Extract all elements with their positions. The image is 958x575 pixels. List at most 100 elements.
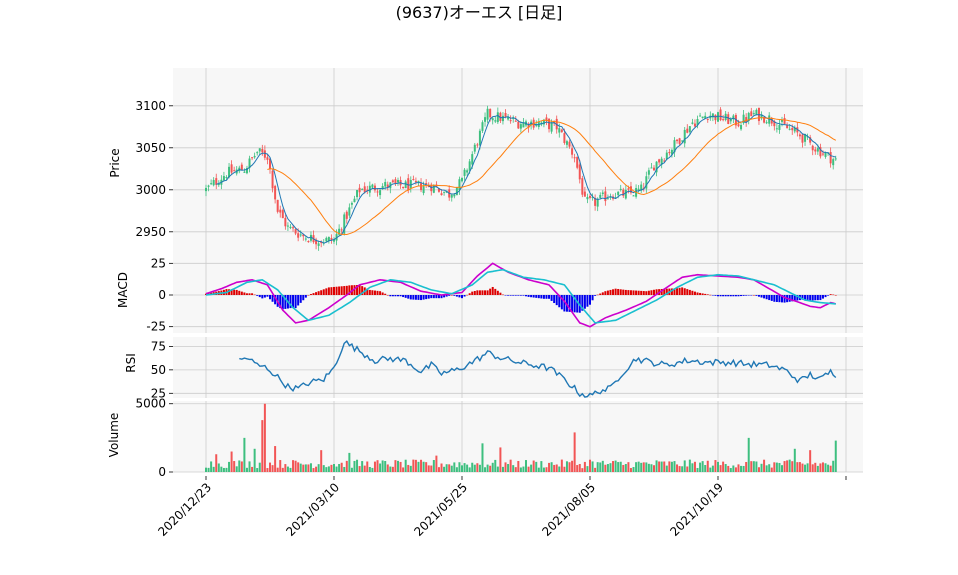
volume-bar xyxy=(463,463,466,472)
volume-bar xyxy=(435,455,438,472)
candle-body xyxy=(476,144,479,146)
candle-body xyxy=(653,167,655,171)
candle-body xyxy=(289,226,292,229)
volume-bar xyxy=(363,465,366,472)
volume-bar xyxy=(307,464,310,472)
volume-bar xyxy=(596,462,599,472)
volume-bar xyxy=(489,465,492,472)
macd-histogram-bar xyxy=(389,295,392,297)
volume-bar xyxy=(545,467,548,472)
macd-histogram-bar xyxy=(368,289,371,295)
macd-histogram-bar xyxy=(655,289,658,295)
candle-body xyxy=(240,164,243,171)
candle-body xyxy=(412,178,415,180)
macd-histogram-bar xyxy=(768,295,771,301)
candle-body xyxy=(368,185,371,193)
candle-body xyxy=(228,166,231,178)
candle-body xyxy=(215,178,218,185)
candle-body xyxy=(773,120,776,127)
candle-body xyxy=(732,115,735,120)
macd-histogram-bar xyxy=(455,295,458,297)
macd-histogram-bar xyxy=(801,295,804,300)
volume-bar xyxy=(386,464,389,472)
volume-bar xyxy=(565,461,568,472)
candle-body xyxy=(222,176,225,181)
volume-bar xyxy=(286,466,289,472)
candle-body xyxy=(727,114,730,124)
macd-histogram-bar xyxy=(640,290,643,295)
macd-histogram-bar xyxy=(632,290,635,295)
volume-bar xyxy=(706,460,709,472)
candle-body xyxy=(832,159,835,166)
candle-body xyxy=(811,145,814,151)
candle-body xyxy=(286,225,289,227)
macd-histogram-bar xyxy=(581,295,584,311)
candle-body xyxy=(742,114,745,124)
macd-histogram-bar xyxy=(619,289,622,295)
macd-histogram-bar xyxy=(517,295,520,296)
candle-body xyxy=(717,112,719,122)
macd-histogram-bar xyxy=(704,293,707,295)
macd-histogram-bar xyxy=(284,295,287,309)
candle-body xyxy=(348,207,351,216)
macd-histogram-bar xyxy=(440,295,443,299)
macd-histogram-bar xyxy=(235,289,238,295)
y-tick-label: 75 xyxy=(151,339,166,353)
volume-bar xyxy=(548,462,551,472)
candle-body xyxy=(781,119,783,122)
volume-bar xyxy=(750,461,753,472)
candle-body xyxy=(829,152,832,164)
candle-body xyxy=(373,185,376,191)
volume-bar xyxy=(827,464,830,472)
candle-body xyxy=(576,156,579,168)
macd-histogram-bar xyxy=(583,295,586,309)
candle-body xyxy=(755,109,758,115)
volume-bar xyxy=(361,461,364,472)
candle-body xyxy=(417,180,420,183)
candle-body xyxy=(624,189,627,199)
macd-histogram-bar xyxy=(722,295,725,297)
volume-bar xyxy=(811,464,814,472)
volume-bar xyxy=(368,466,371,472)
candle-body xyxy=(245,167,248,174)
volume-bar xyxy=(563,466,566,472)
macd-histogram-bar xyxy=(604,291,607,295)
candle-body xyxy=(676,139,679,142)
macd-histogram-bar xyxy=(294,295,297,309)
candle-body xyxy=(650,167,653,169)
volume-bar xyxy=(269,462,271,472)
macd-histogram-bar xyxy=(491,286,494,295)
volume-bar xyxy=(256,468,259,472)
volume-bar xyxy=(742,465,745,472)
candle-body xyxy=(617,191,620,196)
macd-histogram-bar xyxy=(793,295,796,301)
candle-body xyxy=(425,183,428,185)
candle-body xyxy=(514,120,517,122)
macd-histogram-bar xyxy=(650,290,653,295)
volume-bar xyxy=(540,461,543,472)
macd-histogram-bar xyxy=(437,295,440,299)
macd-histogram-bar xyxy=(348,285,351,295)
candle-body xyxy=(315,239,318,245)
macd-histogram-bar xyxy=(737,295,740,297)
volume-bar xyxy=(670,461,673,472)
candle-body xyxy=(261,148,264,153)
macd-histogram-bar xyxy=(629,290,632,295)
volume-bar xyxy=(261,420,264,472)
volume-bar xyxy=(491,462,494,472)
volume-bar xyxy=(676,464,679,472)
candle-body xyxy=(320,241,323,244)
macd-histogram-bar xyxy=(466,294,469,296)
candle-body xyxy=(719,109,722,121)
candle-body xyxy=(361,189,364,191)
candle-body xyxy=(217,183,220,186)
macd-histogram-bar xyxy=(399,295,402,297)
volume-bar xyxy=(688,459,691,472)
macd-histogram-bar xyxy=(750,295,753,296)
macd-histogram-bar xyxy=(402,295,405,298)
candle-body xyxy=(819,147,822,157)
volume-bar xyxy=(678,466,681,472)
macd-histogram-bar xyxy=(381,292,384,295)
macd-histogram-bar xyxy=(430,295,433,299)
candle-body xyxy=(284,217,287,227)
